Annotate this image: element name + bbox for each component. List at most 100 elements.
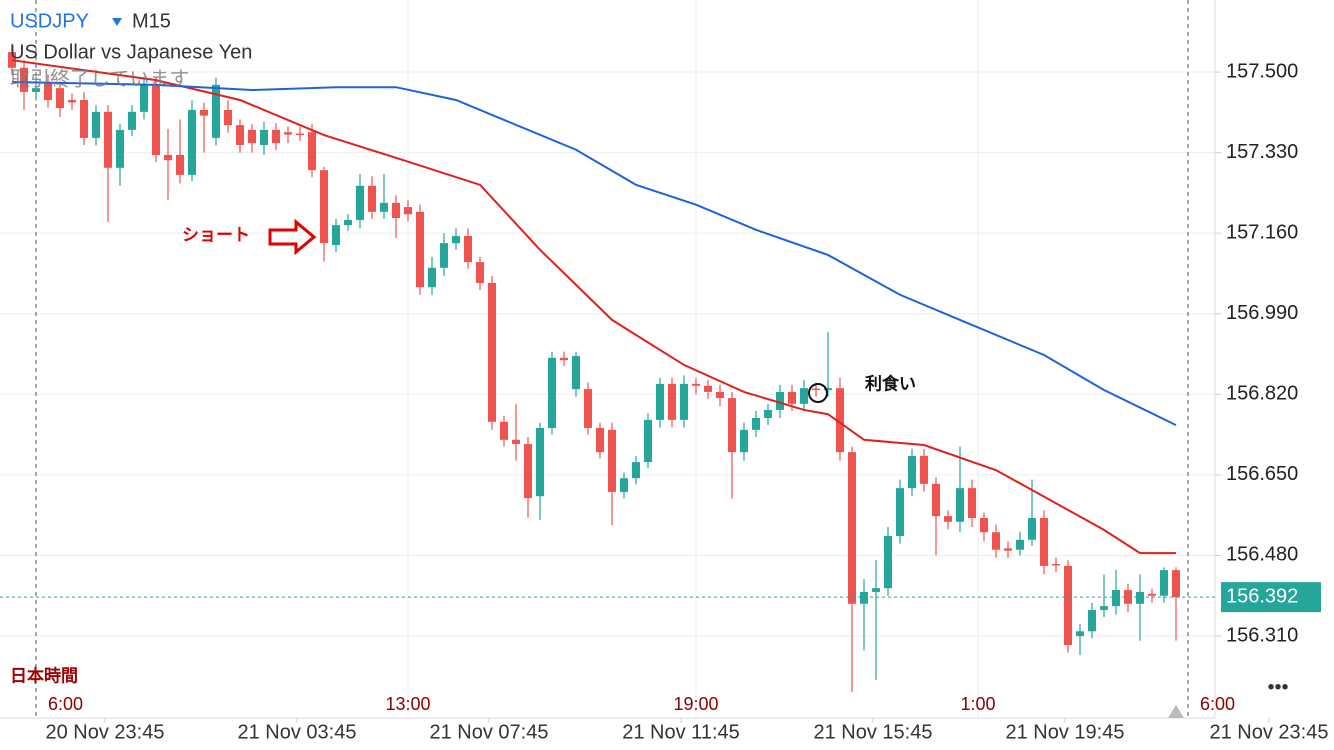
- candle-body: [1160, 570, 1168, 596]
- candle-body: [560, 357, 568, 361]
- candle-body: [428, 267, 436, 288]
- take-profit-marker: [808, 383, 828, 403]
- candle-body: [656, 383, 664, 420]
- candle-body: [332, 225, 340, 246]
- x-tick-label: 21 Nov 03:45: [238, 721, 357, 743]
- candle-body: [452, 236, 460, 244]
- candle-body: [152, 84, 160, 155]
- annotation: 利食い: [865, 373, 916, 393]
- candle-body: [380, 202, 388, 212]
- y-tick-label: 156.990: [1226, 302, 1298, 324]
- plot: [8, 43, 1180, 692]
- candle-body: [800, 388, 808, 404]
- session-label: 1:00: [960, 694, 995, 714]
- candle-body: [728, 398, 736, 453]
- annotation: ショート: [182, 225, 250, 244]
- candle-body: [416, 211, 424, 288]
- y-tick-label: 156.650: [1226, 463, 1298, 485]
- x-tick-label: 21 Nov 15:45: [814, 721, 933, 743]
- arrow: [268, 218, 317, 256]
- candle-body: [920, 455, 928, 484]
- candle-body: [404, 207, 412, 215]
- candle-body: [836, 388, 844, 453]
- timeframe[interactable]: M15: [132, 10, 171, 32]
- candle-body: [296, 133, 304, 136]
- candle-body: [1100, 606, 1108, 610]
- candle-body: [668, 383, 676, 420]
- candle-body: [8, 52, 16, 68]
- candle-body: [224, 109, 232, 126]
- candle-body: [932, 483, 940, 517]
- candle-body: [752, 418, 760, 430]
- candle-body: [980, 518, 988, 533]
- candle-body: [884, 536, 892, 589]
- candle-body: [500, 421, 508, 440]
- subtitle: US Dollar vs Japanese Yen: [10, 41, 252, 63]
- candle-body: [644, 419, 652, 463]
- session-label: 19:00: [673, 694, 718, 714]
- candle-body: [32, 88, 40, 92]
- candle-body: [1040, 518, 1048, 566]
- candle-body: [320, 170, 328, 244]
- candle-body: [44, 81, 52, 100]
- symbol[interactable]: USDJPY: [10, 10, 89, 32]
- grid: [0, 0, 1215, 718]
- candle-body: [788, 391, 796, 404]
- moving-average: [11, 59, 1176, 555]
- candle-body: [680, 383, 688, 420]
- candle-body: [164, 154, 172, 161]
- candle-body: [524, 444, 532, 499]
- candle-body: [344, 219, 352, 226]
- candle-body: [740, 429, 748, 453]
- candle-body: [368, 185, 376, 212]
- candle-body: [20, 67, 28, 92]
- candle-body: [1172, 570, 1180, 598]
- candle-body: [260, 129, 268, 146]
- candle-body: [248, 129, 256, 144]
- candle-body: [464, 236, 472, 263]
- candle-body: [704, 385, 712, 392]
- candle-body: [116, 129, 124, 168]
- candle-body: [620, 478, 628, 492]
- candle-body: [392, 202, 400, 219]
- last-price-label: 156.392: [1226, 585, 1298, 607]
- status: 取引終了しています: [10, 67, 189, 90]
- candle-body: [200, 109, 208, 116]
- candle-body: [188, 109, 196, 175]
- candle-body: [692, 383, 700, 386]
- x-tick-label: 21 Nov 23:45: [1210, 721, 1329, 743]
- x-tick-label: 21 Nov 11:45: [622, 721, 740, 743]
- candle-body: [56, 88, 64, 109]
- menu[interactable]: •••: [1267, 676, 1288, 698]
- scroll-marker[interactable]: [1168, 705, 1184, 718]
- candle-body: [908, 455, 916, 489]
- candle-body: [1088, 609, 1096, 632]
- candle-body: [536, 427, 544, 497]
- session-label: 13:00: [385, 694, 430, 714]
- candle-body: [992, 532, 1000, 550]
- candle-body: [572, 355, 580, 390]
- symbol-dropdown[interactable]: [112, 18, 122, 26]
- candle-body: [548, 357, 556, 428]
- candle-body: [140, 84, 148, 112]
- candle-body: [212, 84, 220, 138]
- candle-body: [716, 391, 724, 399]
- candle-body: [1004, 548, 1012, 551]
- candle-body: [896, 488, 904, 537]
- session-label: 6:00: [48, 694, 83, 714]
- moving-average: [11, 80, 1177, 427]
- y-tick-label: 156.480: [1226, 544, 1298, 566]
- candle-body: [1028, 518, 1036, 540]
- candle-body: [608, 429, 616, 492]
- candle-body: [512, 439, 520, 445]
- candle-body: [1016, 539, 1024, 550]
- x-tick-label: 20 Nov 23:45: [46, 721, 165, 743]
- candle-body: [1052, 563, 1060, 566]
- x-tick-label: 21 Nov 19:45: [1006, 721, 1125, 743]
- session-label: 6:00: [1200, 694, 1235, 714]
- y-tick-label: 157.500: [1226, 60, 1298, 82]
- y-tick-label: 156.310: [1226, 624, 1298, 646]
- y-tick-label: 156.820: [1226, 383, 1298, 405]
